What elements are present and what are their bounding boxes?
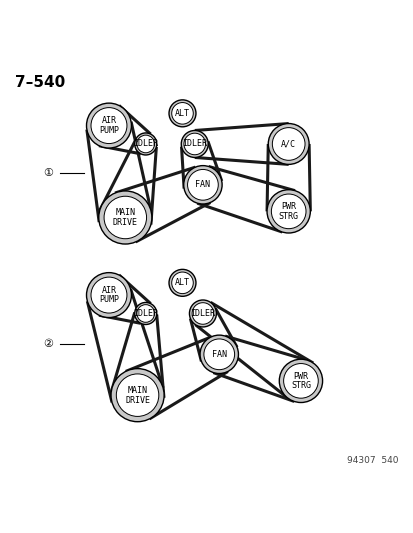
Circle shape [134, 133, 157, 155]
Circle shape [91, 108, 127, 143]
Text: ②: ② [43, 339, 52, 349]
Circle shape [183, 133, 205, 155]
Circle shape [199, 335, 238, 374]
Circle shape [104, 196, 146, 239]
Text: AIR
PUMP: AIR PUMP [99, 286, 119, 304]
Circle shape [169, 100, 195, 127]
Text: FAN: FAN [195, 180, 210, 189]
Text: A/C: A/C [280, 140, 295, 149]
Circle shape [279, 359, 322, 402]
Circle shape [137, 305, 154, 322]
Circle shape [134, 302, 157, 325]
Circle shape [268, 124, 309, 164]
Text: 94307  540: 94307 540 [347, 456, 398, 465]
Circle shape [266, 190, 310, 233]
Circle shape [192, 303, 213, 324]
Circle shape [99, 191, 152, 244]
Circle shape [86, 272, 131, 318]
Circle shape [187, 169, 218, 200]
Circle shape [137, 135, 154, 153]
Text: IDLER: IDLER [133, 309, 158, 318]
Text: MAIN
DRIVE: MAIN DRIVE [112, 208, 138, 227]
Circle shape [181, 131, 208, 157]
Text: 7–540: 7–540 [15, 75, 65, 90]
Text: PWR
STRG: PWR STRG [290, 372, 310, 390]
Text: PWR
STRG: PWR STRG [278, 202, 298, 221]
Circle shape [169, 269, 195, 296]
Circle shape [111, 369, 164, 422]
Circle shape [183, 166, 222, 204]
Text: IDLER: IDLER [133, 140, 158, 149]
Circle shape [204, 339, 234, 370]
Circle shape [171, 272, 193, 294]
Circle shape [116, 374, 159, 416]
Text: ALT: ALT [175, 109, 190, 118]
Circle shape [189, 300, 216, 327]
Text: ①: ① [43, 167, 52, 177]
Circle shape [272, 127, 304, 160]
Circle shape [91, 277, 127, 313]
Circle shape [86, 103, 131, 148]
Text: IDLER: IDLER [182, 140, 207, 149]
Text: AIR
PUMP: AIR PUMP [99, 116, 119, 135]
Circle shape [171, 102, 193, 124]
Circle shape [271, 194, 305, 229]
Text: ALT: ALT [175, 278, 190, 287]
Text: IDLER: IDLER [190, 309, 215, 318]
Text: FAN: FAN [211, 350, 226, 359]
Circle shape [283, 364, 318, 398]
Text: MAIN
DRIVE: MAIN DRIVE [125, 386, 150, 405]
